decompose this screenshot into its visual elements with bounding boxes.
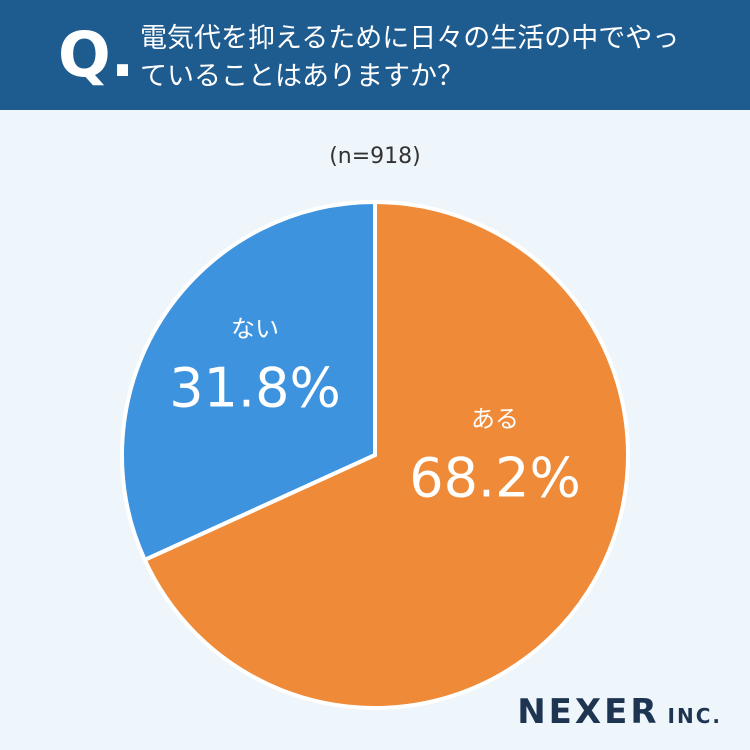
question-title: 電気代を抑えるために日々の生活の中でやっていることはありますか？ [140, 23, 680, 92]
subtitle: (n=918) [329, 144, 421, 169]
question-label: Q. [58, 18, 135, 91]
slice-category: ない [231, 315, 279, 343]
slice-value-label: 31.8% [169, 357, 341, 420]
logo-suffix: INC. [667, 704, 722, 728]
pie-slice [120, 199, 377, 563]
pie-slice [142, 199, 630, 710]
logo: NEXER INC. [517, 692, 722, 732]
slice-category: ある [471, 405, 519, 433]
slice-value-label: 68.2% [409, 447, 581, 510]
logo-name: NEXER [517, 692, 660, 732]
header: Q. 電気代を抑えるために日々の生活の中でやっていることはありますか？ [0, 0, 750, 110]
